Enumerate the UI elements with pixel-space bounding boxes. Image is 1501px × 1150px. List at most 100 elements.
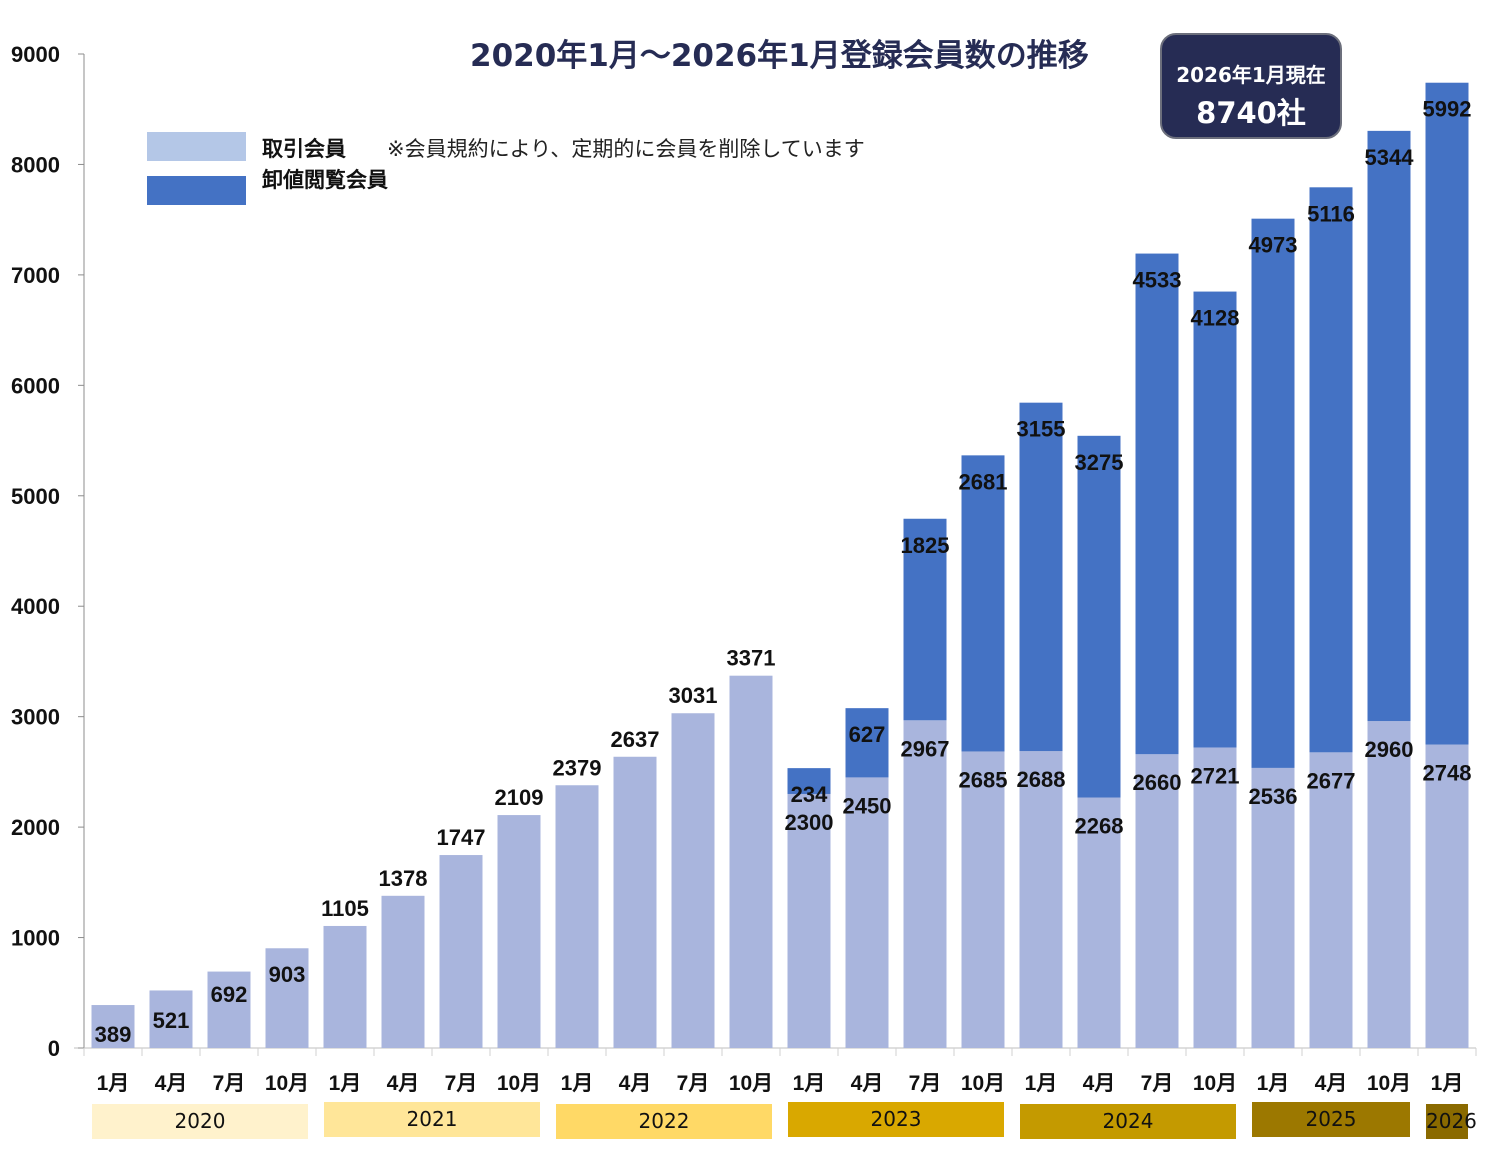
x-tick-label: 1月 [1025, 1072, 1058, 1095]
x-tick-label: 10月 [729, 1072, 773, 1095]
legend-swatch-wholesale [147, 176, 246, 205]
data-label-trading: 2379 [553, 755, 602, 780]
bar-trading-member [1309, 752, 1353, 1048]
data-label-trading: 2660 [1133, 770, 1182, 795]
bar-wholesale-member [961, 455, 1005, 752]
data-label-wholesale: 627 [849, 722, 886, 747]
data-label-trading: 2536 [1249, 784, 1298, 809]
x-tick-label: 10月 [265, 1072, 309, 1095]
x-tick-label: 10月 [1367, 1072, 1411, 1095]
data-label-wholesale: 5344 [1365, 145, 1415, 170]
x-tick-label: 10月 [961, 1072, 1005, 1095]
y-tick-label: 1000 [11, 926, 60, 951]
bar-wholesale-member [1367, 130, 1411, 722]
data-label-wholesale: 4533 [1133, 268, 1182, 293]
x-tick-label: 4月 [1315, 1072, 1348, 1095]
bar-trading-member [613, 756, 657, 1048]
year-band-2024: 2024 [1020, 1104, 1236, 1139]
bar-trading-member [961, 751, 1005, 1048]
year-band-2023: 2023 [788, 1102, 1004, 1137]
x-tick-label: 1月 [561, 1072, 594, 1095]
bar-wholesale-member [845, 708, 889, 778]
x-tick-label: 1月 [329, 1072, 362, 1095]
data-label-trading: 2721 [1191, 763, 1240, 788]
x-tick-label: 10月 [497, 1072, 541, 1095]
data-label-trading: 3031 [669, 683, 718, 708]
bar-trading-member [1019, 751, 1063, 1048]
x-tick-label: 7月 [1141, 1072, 1174, 1095]
x-tick-label: 7月 [445, 1072, 478, 1095]
data-label-trading: 1105 [321, 896, 369, 921]
bar-wholesale-member [1309, 187, 1353, 753]
y-tick-label: 8000 [11, 152, 60, 177]
bar-wholesale-member [903, 518, 947, 721]
data-label-trading: 2685 [959, 767, 1008, 792]
data-label-trading: 2637 [611, 727, 660, 752]
bar-wholesale-member [1077, 435, 1121, 798]
legend-label-wholesale: 卸値閲覧会員 [262, 168, 388, 192]
x-tick-label: 1月 [793, 1072, 826, 1095]
y-tick-label: 3000 [11, 705, 60, 730]
data-label-trading: 2268 [1075, 814, 1124, 839]
bar-wholesale-member [1251, 218, 1295, 768]
bar-trading-member [1135, 754, 1179, 1048]
year-band-2025: 2025 [1252, 1102, 1410, 1137]
data-label-wholesale: 4128 [1191, 306, 1240, 331]
data-label-trading: 903 [269, 962, 306, 987]
data-label-wholesale: 5116 [1307, 201, 1355, 226]
bar-trading-member [1367, 721, 1411, 1048]
data-label-trading: 2967 [901, 736, 950, 761]
y-tick-label: 0 [48, 1036, 60, 1061]
data-label-trading: 1747 [437, 825, 486, 850]
y-tick-label: 2000 [11, 815, 60, 840]
total-members-badge: 2026年1月現在 8740社 [1160, 33, 1342, 139]
data-label-trading: 2677 [1307, 768, 1356, 793]
bar-trading-member [497, 815, 541, 1048]
bar-trading-member [845, 777, 889, 1048]
bar-trading-member [381, 895, 425, 1048]
bar-trading-member [439, 855, 483, 1048]
badge-date-label: 2026年1月現在 [1176, 63, 1326, 87]
bar-trading-member [91, 1005, 135, 1048]
y-tick-label: 5000 [11, 484, 60, 509]
bar-trading-member [149, 990, 193, 1048]
bar-trading-member [1251, 767, 1295, 1048]
x-tick-label: 4月 [619, 1072, 652, 1095]
legend-note: ※会員規約により、定期的に会員を削除しています [387, 137, 865, 161]
bar-trading-member [323, 925, 367, 1048]
data-label-trading: 2109 [495, 785, 544, 810]
bar-wholesale-member [787, 768, 831, 794]
x-tick-label: 7月 [909, 1072, 942, 1095]
bar-wholesale-member [1135, 253, 1179, 755]
data-label-trading: 3371 [727, 646, 776, 671]
data-label-wholesale: 4973 [1249, 233, 1298, 258]
bar-wholesale-member [1425, 82, 1469, 745]
data-label-trading: 521 [153, 1008, 190, 1033]
data-label-trading: 2688 [1017, 767, 1066, 792]
bar-wholesale-member [1193, 291, 1237, 748]
x-tick-label: 4月 [155, 1072, 188, 1095]
year-band-2026: 2026 [1426, 1104, 1477, 1139]
x-tick-label: 7月 [677, 1072, 710, 1095]
bar-trading-member [1425, 744, 1469, 1048]
bar-trading-member [1193, 747, 1237, 1048]
data-label-wholesale: 3155 [1017, 417, 1066, 442]
bar-trading-member [787, 793, 831, 1048]
x-tick-label: 7月 [213, 1072, 246, 1095]
x-tick-label: 1月 [97, 1072, 130, 1095]
legend-label-trading: 取引会員 [262, 137, 346, 161]
x-tick-label: 4月 [851, 1072, 884, 1095]
x-tick-label: 1月 [1431, 1072, 1464, 1095]
bar-wholesale-member [1019, 402, 1063, 752]
bar-trading-member [265, 948, 309, 1048]
y-tick-label: 7000 [11, 263, 60, 288]
data-label-trading: 2300 [785, 810, 834, 835]
x-tick-label: 10月 [1193, 1072, 1237, 1095]
x-tick-label: 4月 [387, 1072, 420, 1095]
year-band-2020: 2020 [92, 1104, 308, 1139]
data-label-wholesale: 2681 [959, 469, 1008, 494]
chart-title: 2020年1月～2026年1月登録会員数の推移 [470, 38, 1089, 74]
data-label-trading: 2450 [843, 793, 892, 818]
data-label-wholesale: 5992 [1423, 97, 1472, 122]
